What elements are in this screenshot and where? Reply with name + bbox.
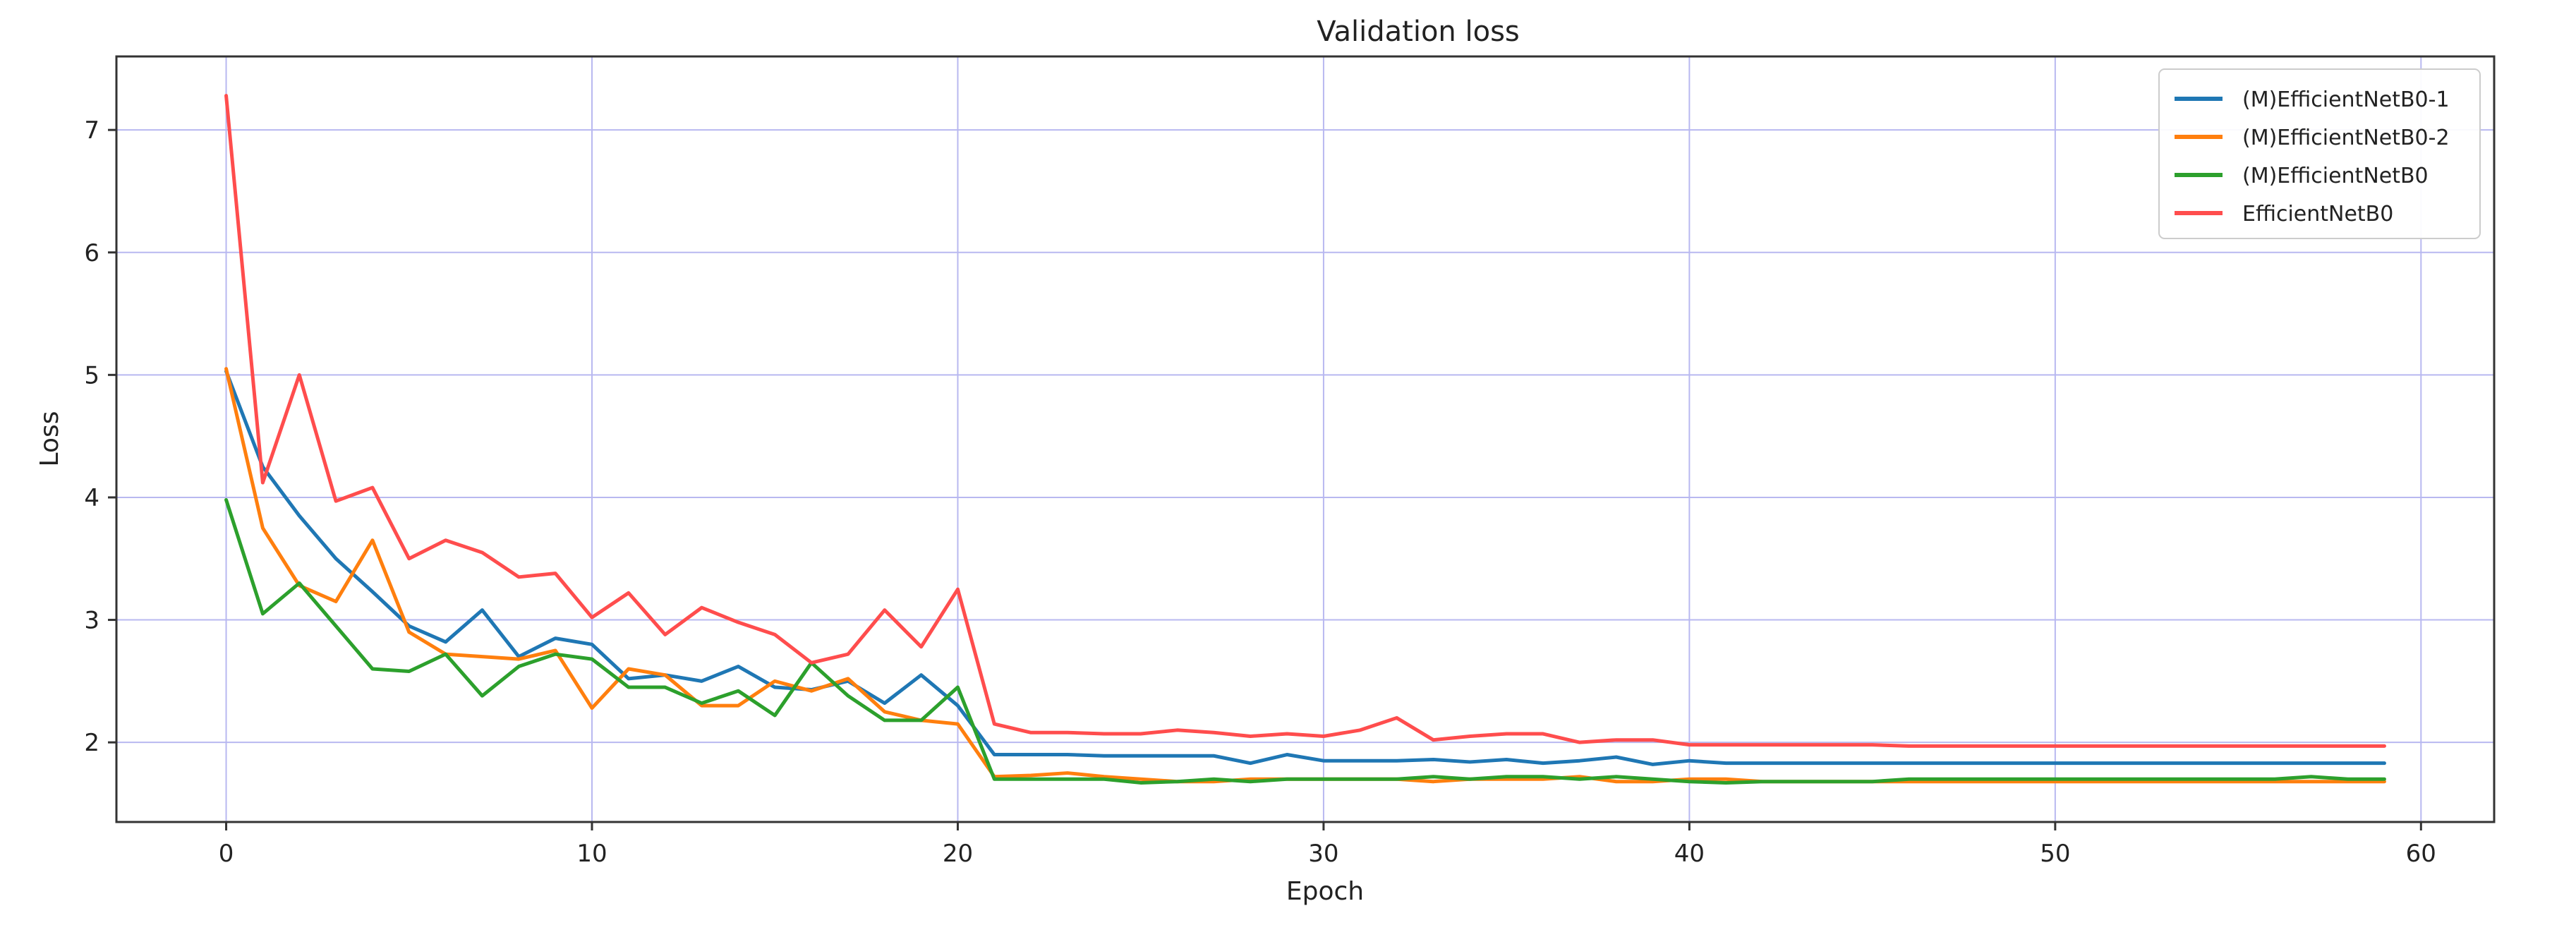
axis-ticks: 0 10 20 30 40 50 60 2 3 4 5 6 7 bbox=[84, 116, 2436, 868]
chart-title: Validation loss bbox=[1317, 16, 1520, 48]
x-tick-label: 60 bbox=[2406, 840, 2436, 868]
legend: (M)EfficientNetB0-1 (M)EfficientNetB0-2 (M… bbox=[2158, 68, 2481, 239]
legend-label-3: EfficientNetB0 bbox=[2242, 202, 2393, 226]
y-axis-label: Loss bbox=[35, 411, 64, 467]
y-tick-label: 5 bbox=[84, 361, 99, 389]
x-tick-label: 50 bbox=[2040, 840, 2070, 868]
legend-label-2: (M)EfficientNetB0 bbox=[2242, 164, 2429, 188]
x-tick-label: 20 bbox=[943, 840, 973, 868]
y-tick-label: 6 bbox=[84, 239, 99, 267]
x-axis-label: Epoch bbox=[1286, 877, 1364, 906]
series-line-0 bbox=[224, 369, 2386, 766]
legend-label-1: (M)EfficientNetB0-2 bbox=[2242, 126, 2450, 150]
x-tick-label: 10 bbox=[576, 840, 607, 868]
plot-area-frame bbox=[115, 55, 2496, 823]
series-line-3 bbox=[224, 94, 2386, 748]
y-tick-label: 3 bbox=[84, 607, 99, 635]
series-line-2 bbox=[224, 497, 2386, 785]
series-lines bbox=[224, 94, 2386, 785]
legend-items: (M)EfficientNetB0-1 (M)EfficientNetB0-2 (M… bbox=[2175, 87, 2450, 226]
legend-label-0: (M)EfficientNetB0-1 bbox=[2242, 87, 2450, 112]
y-tick-label: 7 bbox=[84, 116, 99, 145]
x-tick-label: 40 bbox=[1674, 840, 1705, 868]
y-tick-label: 2 bbox=[84, 729, 99, 757]
y-tick-label: 4 bbox=[84, 484, 99, 512]
x-tick-label: 0 bbox=[219, 840, 234, 868]
x-tick-label: 30 bbox=[1308, 840, 1338, 868]
grid bbox=[116, 56, 2494, 822]
legend-box bbox=[2158, 68, 2481, 239]
